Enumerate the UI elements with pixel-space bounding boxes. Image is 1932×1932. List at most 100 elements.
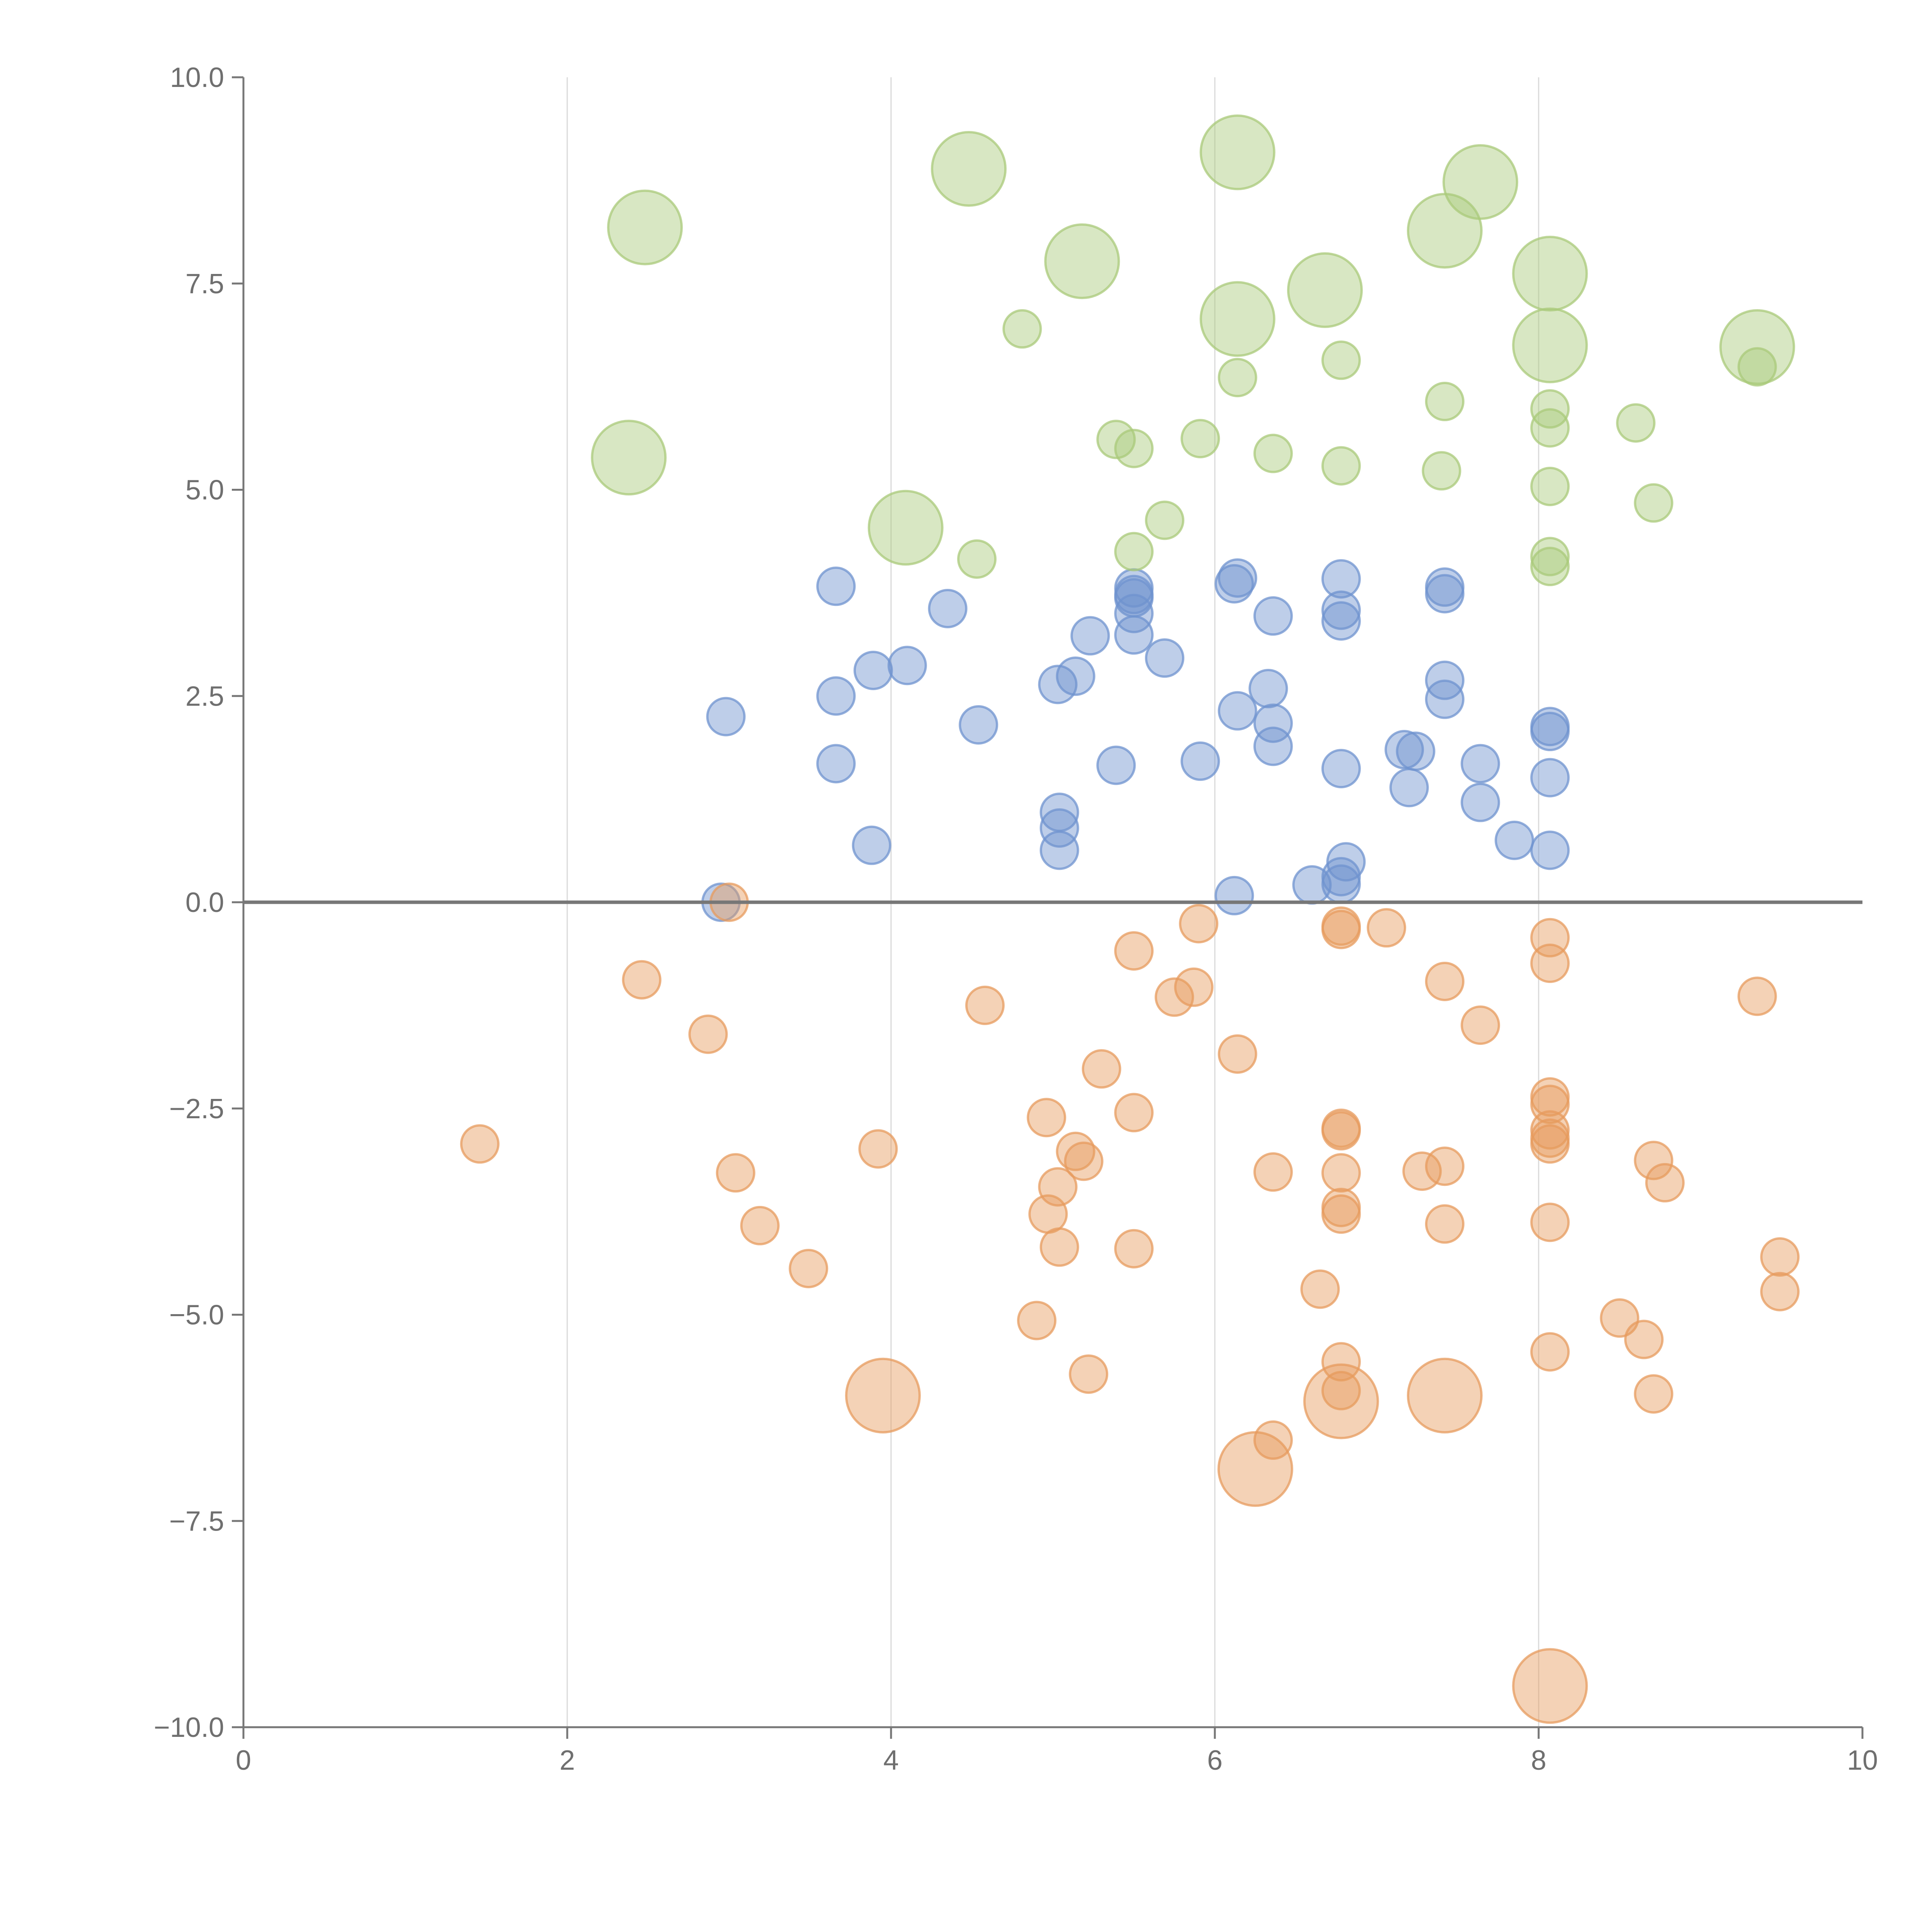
data-point-green-12 xyxy=(1199,114,1276,190)
data-point-green-26 xyxy=(1530,408,1570,448)
y-tick-label-6: −5.0 xyxy=(169,1300,224,1331)
data-point-green-15 xyxy=(1253,434,1293,473)
data-point-green-10 xyxy=(1145,500,1185,540)
data-point-blue-6 xyxy=(852,825,891,865)
data-point-green-16 xyxy=(1287,252,1363,328)
data-point-orange-24 xyxy=(1179,904,1219,944)
data-point-green-21 xyxy=(1425,382,1464,422)
data-point-blue-46 xyxy=(1425,679,1464,719)
data-point-orange-60 xyxy=(1634,1374,1673,1414)
data-point-green-4 xyxy=(957,539,997,579)
data-point-orange-53 xyxy=(1530,1124,1570,1164)
data-point-orange-51 xyxy=(1530,1110,1570,1150)
data-point-blue-29 xyxy=(1253,596,1293,636)
data-point-blue-52 xyxy=(1530,758,1570,798)
data-point-blue-5 xyxy=(853,651,893,690)
data-point-orange-61 xyxy=(1645,1163,1685,1202)
data-point-green-27 xyxy=(1530,466,1570,506)
data-point-blue-48 xyxy=(1461,782,1500,822)
data-point-orange-25 xyxy=(1218,1034,1257,1074)
data-point-blue-51 xyxy=(1530,712,1570,752)
data-point-blue-15 xyxy=(1070,616,1110,656)
data-point-orange-62 xyxy=(1737,976,1777,1016)
data-point-blue-11 xyxy=(1056,656,1095,696)
data-point-orange-14 xyxy=(1039,1227,1079,1267)
x-tick-label-5: 10 xyxy=(1847,1745,1878,1776)
data-point-blue-8 xyxy=(928,588,968,628)
data-point-orange-11 xyxy=(1027,1098,1066,1138)
data-point-orange-39 xyxy=(1303,1363,1379,1439)
data-point-green-31 xyxy=(1634,483,1673,523)
data-point-orange-64 xyxy=(1760,1272,1800,1311)
data-point-blue-36 xyxy=(1321,749,1361,789)
data-point-blue-22 xyxy=(1145,638,1185,678)
axes xyxy=(242,77,1862,1728)
data-point-blue-40 xyxy=(1384,730,1424,770)
data-point-orange-16 xyxy=(1064,1141,1104,1181)
y-tick-label-0: 10.0 xyxy=(170,62,224,93)
data-point-blue-21 xyxy=(1114,615,1154,655)
data-point-green-30 xyxy=(1616,403,1656,443)
data-point-orange-31 xyxy=(1321,910,1361,949)
data-point-blue-41 xyxy=(1396,731,1435,771)
y-tick-label-5: −2.5 xyxy=(169,1094,224,1124)
data-point-blue-9 xyxy=(959,705,998,745)
data-point-orange-34 xyxy=(1321,1153,1361,1193)
data-point-orange-21 xyxy=(1114,1229,1154,1269)
x-tick-label-4: 8 xyxy=(1531,1745,1546,1776)
data-point-orange-48 xyxy=(1530,943,1570,983)
data-point-orange-38 xyxy=(1321,1371,1361,1410)
data-point-orange-40 xyxy=(1367,908,1406,948)
data-point-blue-34 xyxy=(1321,590,1361,630)
data-point-orange-46 xyxy=(1461,1005,1500,1045)
data-point-green-19 xyxy=(1422,451,1461,491)
data-point-green-11 xyxy=(1180,419,1220,459)
data-point-orange-22 xyxy=(1155,977,1194,1017)
data-point-orange-17 xyxy=(1069,1354,1109,1394)
data-point-orange-56 xyxy=(1512,1648,1588,1724)
data-point-green-6 xyxy=(1044,223,1120,299)
data-point-blue-2 xyxy=(816,566,856,606)
data-point-blue-7 xyxy=(887,646,927,685)
data-point-blue-47 xyxy=(1461,744,1500,784)
data-point-orange-33 xyxy=(1321,1111,1361,1151)
data-point-green-14 xyxy=(1218,358,1257,398)
x-tick-label-0: 0 xyxy=(236,1745,251,1776)
data-point-green-17 xyxy=(1321,340,1361,380)
data-point-blue-13 xyxy=(1039,808,1079,848)
data-point-green-3 xyxy=(931,131,1007,207)
data-point-orange-10 xyxy=(1017,1301,1057,1340)
data-point-blue-14 xyxy=(1039,830,1079,870)
data-point-blue-3 xyxy=(816,676,856,716)
x-tick-label-3: 6 xyxy=(1207,1745,1223,1776)
data-point-orange-9 xyxy=(965,985,1005,1025)
data-point-green-28 xyxy=(1530,537,1570,577)
data-point-orange-59 xyxy=(1634,1141,1673,1180)
data-point-green-13 xyxy=(1199,281,1276,357)
data-point-green-29 xyxy=(1530,547,1570,587)
data-point-orange-54 xyxy=(1530,1202,1570,1242)
data-point-blue-4 xyxy=(816,744,856,784)
data-point-green-22 xyxy=(1442,144,1519,220)
data-point-green-5 xyxy=(1002,309,1042,349)
y-tick-label-3: 2.5 xyxy=(185,681,224,712)
data-point-blue-16 xyxy=(1096,745,1136,785)
data-point-orange-2 xyxy=(688,1014,728,1054)
data-point-blue-39 xyxy=(1321,864,1361,904)
y-tick-label-7: −7.5 xyxy=(169,1506,224,1537)
data-point-orange-55 xyxy=(1530,1332,1570,1372)
data-point-blue-23 xyxy=(1180,741,1220,781)
data-point-blue-26 xyxy=(1218,691,1257,731)
data-point-orange-36 xyxy=(1321,1194,1361,1234)
data-point-orange-45 xyxy=(1406,1357,1483,1434)
data-point-orange-19 xyxy=(1114,931,1154,971)
data-points xyxy=(460,114,1800,1724)
data-point-blue-30 xyxy=(1253,703,1293,743)
data-point-green-0 xyxy=(591,420,667,496)
data-point-blue-1 xyxy=(706,697,746,736)
data-point-blue-25 xyxy=(1218,558,1257,598)
data-point-orange-4 xyxy=(716,1153,755,1193)
data-point-orange-23 xyxy=(1174,967,1214,1007)
x-tick-label-2: 4 xyxy=(883,1745,899,1776)
